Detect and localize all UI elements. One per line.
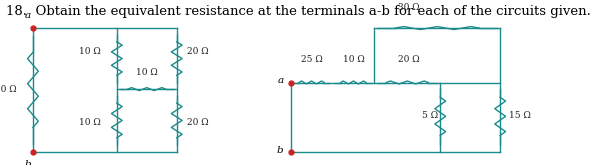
Text: b: b <box>277 146 283 155</box>
Text: 25 Ω: 25 Ω <box>301 55 322 64</box>
Text: 15 Ω: 15 Ω <box>509 111 531 120</box>
Text: b: b <box>25 160 32 165</box>
Text: a: a <box>277 76 283 85</box>
Text: 10 Ω: 10 Ω <box>79 48 101 56</box>
Text: 30 Ω: 30 Ω <box>0 85 17 94</box>
Text: 5 Ω: 5 Ω <box>422 111 438 120</box>
Text: 20 Ω: 20 Ω <box>187 48 208 56</box>
Text: 10 Ω: 10 Ω <box>343 55 364 64</box>
Text: a: a <box>25 11 31 20</box>
Text: 18.  Obtain the equivalent resistance at the terminals a-b for each of the circu: 18. Obtain the equivalent resistance at … <box>6 5 591 18</box>
Text: 20 Ω: 20 Ω <box>187 118 208 127</box>
Text: 30 Ω: 30 Ω <box>398 2 420 12</box>
Text: 20 Ω: 20 Ω <box>398 55 420 64</box>
Text: 10 Ω: 10 Ω <box>79 118 101 127</box>
Text: 10 Ω: 10 Ω <box>136 68 158 77</box>
